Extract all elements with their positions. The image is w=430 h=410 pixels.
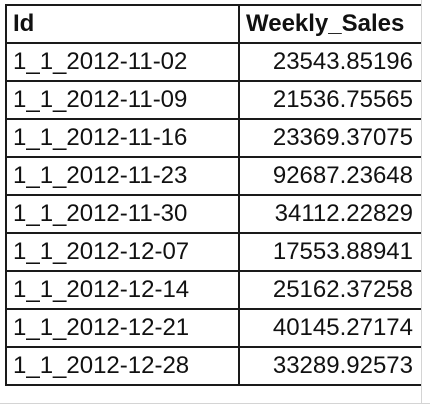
table-row: 1_1_2012-11-30 34112.22829 <box>5 194 423 234</box>
id-cell[interactable]: 1_1_2012-11-30 <box>5 194 240 234</box>
table-row: 1_1_2012-12-14 25162.37258 <box>5 270 423 310</box>
id-cell[interactable]: 1_1_2012-12-21 <box>5 308 240 348</box>
id-cell[interactable]: 1_1_2012-11-16 <box>5 118 240 158</box>
table-row: 1_1_2012-11-02 23543.85196 <box>5 42 423 82</box>
table-row: 1_1_2012-12-21 40145.27174 <box>5 308 423 348</box>
id-cell[interactable]: 1_1_2012-12-28 <box>5 346 240 386</box>
table-row: 1_1_2012-11-16 23369.37075 <box>5 118 423 158</box>
weekly-sales-cell[interactable]: 17553.88941 <box>238 232 423 272</box>
weekly-sales-cell[interactable]: 25162.37258 <box>238 270 423 310</box>
weekly-sales-cell[interactable]: 23543.85196 <box>238 42 423 82</box>
id-cell[interactable]: 1_1_2012-12-14 <box>5 270 240 310</box>
sheet-edge-bottom <box>0 403 430 410</box>
weekly-sales-cell[interactable]: 23369.37075 <box>238 118 423 158</box>
table-row: 1_1_2012-11-09 21536.75565 <box>5 80 423 120</box>
id-cell[interactable]: 1_1_2012-11-23 <box>5 156 240 196</box>
weekly-sales-cell[interactable]: 33289.92573 <box>238 346 423 386</box>
weekly-sales-cell[interactable]: 40145.27174 <box>238 308 423 348</box>
header-cell-weekly-sales[interactable]: Weekly_Sales <box>238 4 423 44</box>
weekly-sales-cell[interactable]: 92687.23648 <box>238 156 423 196</box>
data-table: Id Weekly_Sales 1_1_2012-11-02 23543.851… <box>5 4 423 386</box>
table-row: 1_1_2012-12-28 33289.92573 <box>5 346 423 386</box>
weekly-sales-cell[interactable]: 21536.75565 <box>238 80 423 120</box>
header-row: Id Weekly_Sales <box>5 4 423 44</box>
sheet-edge-right <box>421 0 430 410</box>
id-cell[interactable]: 1_1_2012-11-09 <box>5 80 240 120</box>
weekly-sales-cell[interactable]: 34112.22829 <box>238 194 423 234</box>
table-row: 1_1_2012-12-07 17553.88941 <box>5 232 423 272</box>
id-cell[interactable]: 1_1_2012-12-07 <box>5 232 240 272</box>
header-cell-id[interactable]: Id <box>5 4 240 44</box>
id-cell[interactable]: 1_1_2012-11-02 <box>5 42 240 82</box>
table-row: 1_1_2012-11-23 92687.23648 <box>5 156 423 196</box>
